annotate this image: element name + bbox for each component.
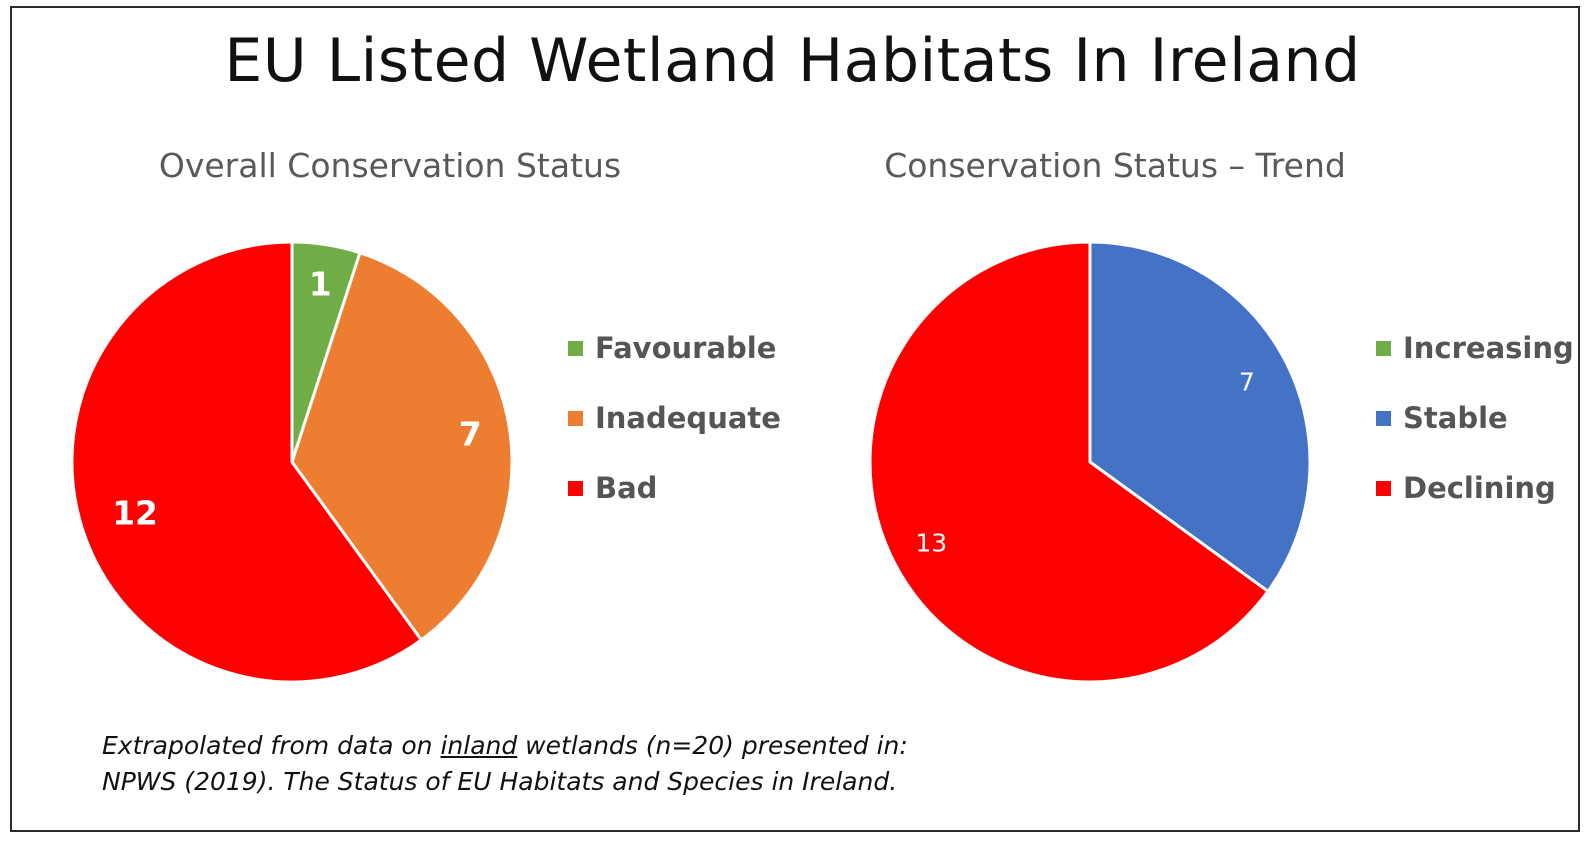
legend-item-declining: Declining	[1376, 453, 1574, 523]
footnote-line-1: Extrapolated from data on inland wetland…	[102, 731, 908, 760]
chart-title-overall-status: Overall Conservation Status	[158, 146, 622, 185]
legend-label: Favourable	[595, 331, 777, 365]
legend-label: Bad	[595, 471, 658, 505]
pie-slice-stable	[1088, 240, 1312, 593]
legend-item-favourable: Favourable	[568, 313, 781, 383]
legend-item-increasing: Increasing	[1376, 313, 1574, 383]
legend-label: Increasing	[1403, 331, 1574, 365]
legend-swatch	[1376, 340, 1391, 356]
legend-swatch	[568, 410, 583, 426]
footnote-line-2: NPWS (2019). The Status of EU Habitats a…	[102, 767, 898, 796]
pie-slice-inadequate	[290, 251, 514, 642]
legend-swatch	[568, 480, 583, 496]
figure-title: EU Listed Wetland Habitats In Ireland	[224, 26, 1361, 96]
pie-slice-bad	[70, 240, 423, 684]
data-label-inadequate: 7	[459, 414, 482, 453]
legend-label: Inadequate	[595, 401, 781, 435]
legend-item-stable: Stable	[1376, 383, 1574, 453]
pie-slice-declining	[868, 240, 1270, 684]
legend-swatch	[568, 340, 583, 356]
legend-swatch	[1376, 410, 1391, 426]
source-footnote: Extrapolated from data on inland wetland…	[102, 728, 908, 800]
data-label-stable: 7	[1239, 368, 1255, 397]
legend-overall-status: Favourable Inadequate Bad	[568, 313, 781, 523]
legend-item-inadequate: Inadequate	[568, 383, 781, 453]
legend-swatch	[1376, 480, 1391, 496]
chart-title-trend: Conservation Status – Trend	[884, 146, 1346, 185]
legend-item-bad: Bad	[568, 453, 781, 523]
legend-trend: Increasing Stable Declining	[1376, 313, 1574, 523]
data-label-favourable: 1	[309, 264, 332, 303]
data-label-declining: 13	[915, 528, 947, 557]
pie-trend: 7 13	[868, 240, 1312, 684]
legend-label: Stable	[1403, 401, 1508, 435]
legend-label: Declining	[1403, 471, 1556, 505]
data-label-bad: 12	[112, 493, 158, 532]
